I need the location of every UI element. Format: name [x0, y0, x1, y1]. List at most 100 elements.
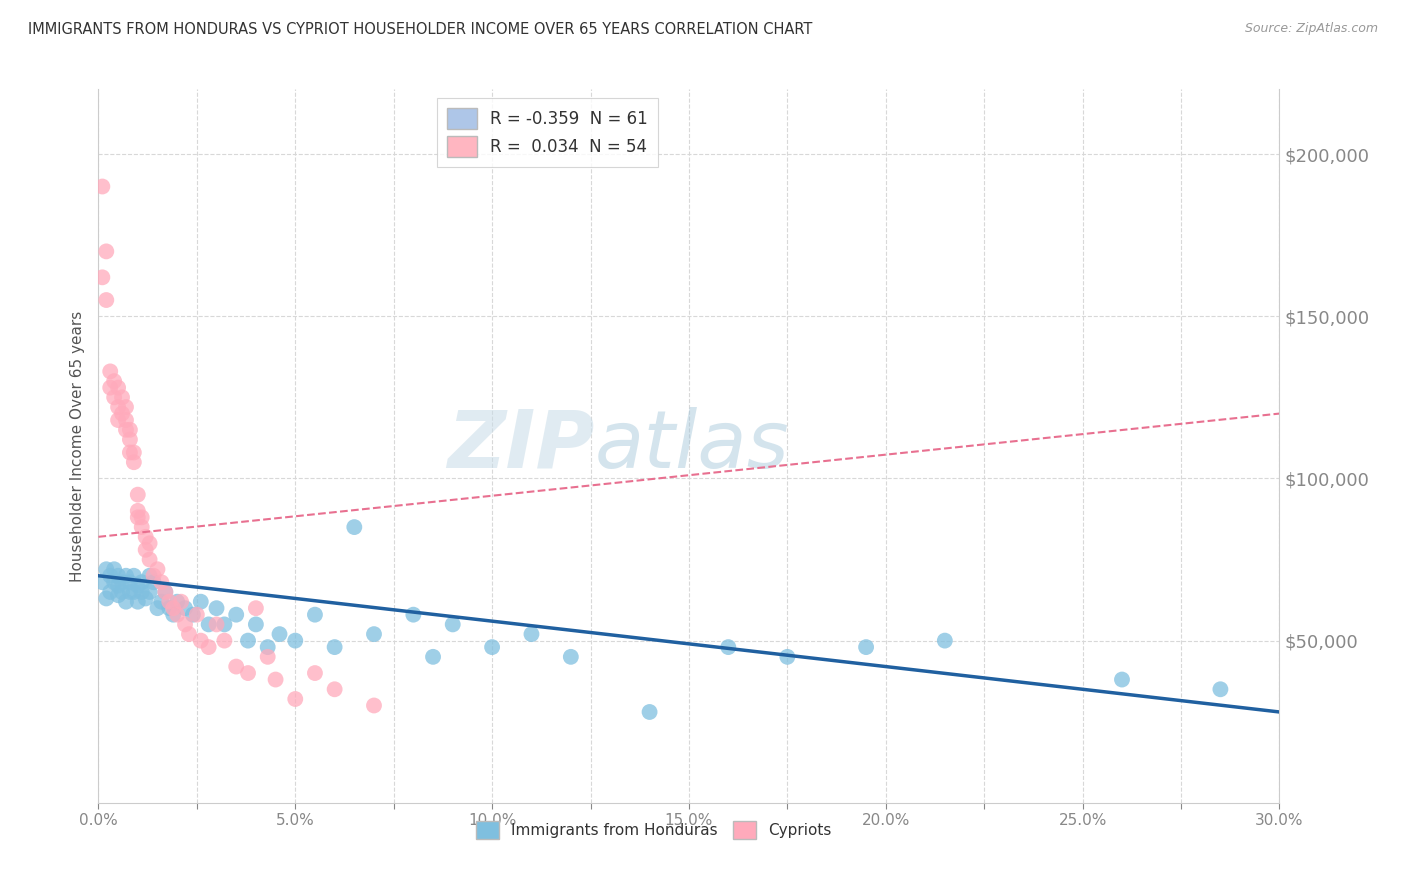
Point	[107, 413, 129, 427]
Point	[91, 179, 114, 194]
Point	[138, 585, 160, 599]
Point	[98, 568, 121, 582]
Point	[131, 585, 153, 599]
Point	[91, 270, 114, 285]
Point	[118, 433, 141, 447]
Point	[363, 698, 385, 713]
Point	[214, 617, 236, 632]
Point	[98, 381, 121, 395]
Point	[96, 591, 118, 606]
Point	[127, 595, 149, 609]
Point	[115, 400, 138, 414]
Point	[205, 601, 228, 615]
Point	[98, 364, 121, 378]
Point	[190, 633, 212, 648]
Point	[155, 585, 177, 599]
Point	[256, 649, 278, 664]
Point	[284, 633, 307, 648]
Point	[115, 413, 138, 427]
Point	[174, 617, 197, 632]
Point	[166, 607, 188, 622]
Point	[269, 627, 291, 641]
Text: atlas: atlas	[595, 407, 789, 485]
Point	[162, 601, 184, 615]
Text: ZIP: ZIP	[447, 407, 595, 485]
Point	[1111, 673, 1133, 687]
Point	[150, 595, 173, 609]
Point	[107, 588, 129, 602]
Point	[245, 601, 267, 615]
Point	[127, 504, 149, 518]
Point	[205, 617, 228, 632]
Point	[323, 640, 346, 654]
Point	[157, 595, 180, 609]
Point	[236, 633, 259, 648]
Point	[96, 244, 118, 259]
Point	[245, 617, 267, 632]
Point	[225, 607, 247, 622]
Point	[118, 575, 141, 590]
Point	[142, 575, 165, 590]
Point	[422, 649, 444, 664]
Point	[402, 607, 425, 622]
Point	[197, 617, 219, 632]
Point	[186, 607, 208, 622]
Point	[135, 530, 157, 544]
Point	[127, 578, 149, 592]
Point	[111, 407, 134, 421]
Point	[197, 640, 219, 654]
Point	[135, 591, 157, 606]
Point	[103, 575, 125, 590]
Point	[142, 568, 165, 582]
Y-axis label: Householder Income Over 65 years: Householder Income Over 65 years	[69, 310, 84, 582]
Point	[122, 455, 145, 469]
Point	[174, 601, 197, 615]
Point	[131, 575, 153, 590]
Point	[115, 595, 138, 609]
Point	[304, 666, 326, 681]
Legend: Immigrants from Honduras, Cypriots: Immigrants from Honduras, Cypriots	[470, 815, 838, 845]
Point	[1209, 682, 1232, 697]
Point	[214, 633, 236, 648]
Point	[111, 390, 134, 404]
Point	[343, 520, 366, 534]
Point	[170, 595, 193, 609]
Point	[146, 562, 169, 576]
Point	[118, 445, 141, 459]
Point	[115, 423, 138, 437]
Point	[934, 633, 956, 648]
Text: Source: ZipAtlas.com: Source: ZipAtlas.com	[1244, 22, 1378, 36]
Point	[256, 640, 278, 654]
Point	[98, 585, 121, 599]
Point	[157, 601, 180, 615]
Point	[107, 400, 129, 414]
Point	[127, 488, 149, 502]
Point	[264, 673, 287, 687]
Point	[131, 520, 153, 534]
Point	[441, 617, 464, 632]
Point	[855, 640, 877, 654]
Point	[131, 510, 153, 524]
Point	[638, 705, 661, 719]
Point	[122, 445, 145, 459]
Point	[107, 568, 129, 582]
Point	[560, 649, 582, 664]
Point	[111, 585, 134, 599]
Point	[118, 423, 141, 437]
Point	[96, 293, 118, 307]
Point	[122, 568, 145, 582]
Point	[107, 578, 129, 592]
Point	[127, 510, 149, 524]
Point	[166, 595, 188, 609]
Point	[363, 627, 385, 641]
Point	[138, 568, 160, 582]
Point	[146, 601, 169, 615]
Point	[776, 649, 799, 664]
Point	[122, 585, 145, 599]
Point	[717, 640, 740, 654]
Point	[103, 562, 125, 576]
Point	[155, 585, 177, 599]
Point	[181, 607, 204, 622]
Point	[135, 542, 157, 557]
Point	[520, 627, 543, 641]
